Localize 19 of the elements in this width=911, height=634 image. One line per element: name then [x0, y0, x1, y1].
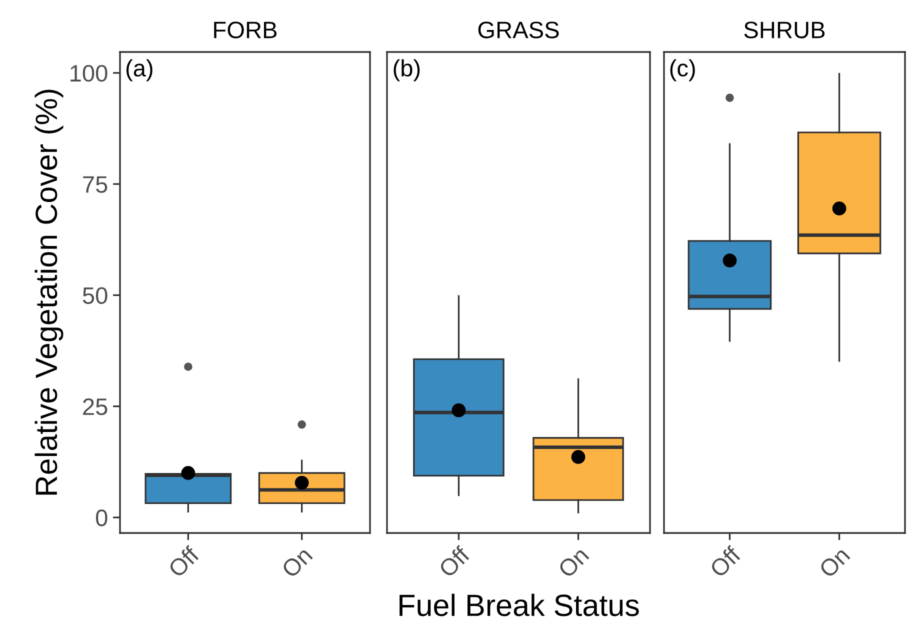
- x-tick-label: On: [818, 546, 850, 579]
- x-tick-label: Off: [167, 544, 200, 578]
- y-tick-label: 75: [83, 176, 108, 193]
- annotation: (c): [670, 59, 695, 82]
- y-tick-label: 0: [96, 510, 108, 526]
- x-tick-label: On: [280, 546, 313, 579]
- chart-title: GRASS: [478, 22, 559, 38]
- y-tick-label: 50: [82, 287, 108, 304]
- x-tick-label: Off: [708, 544, 742, 578]
- chart-title: SHRUB: [744, 22, 825, 38]
- x-axis-title: Fuel Break Status: [400, 594, 639, 616]
- y-tick-label: 25: [83, 398, 108, 416]
- annotation: (b): [394, 59, 420, 82]
- x-tick-label: Off: [438, 544, 472, 578]
- y-tick-label: 100: [70, 64, 108, 82]
- x-tick-label: On: [557, 546, 590, 579]
- chart-title: FORB: [214, 22, 277, 38]
- annotation: (a): [126, 59, 152, 82]
- y-axis-title: Relative Vegetation Cover (%): [34, 90, 64, 495]
